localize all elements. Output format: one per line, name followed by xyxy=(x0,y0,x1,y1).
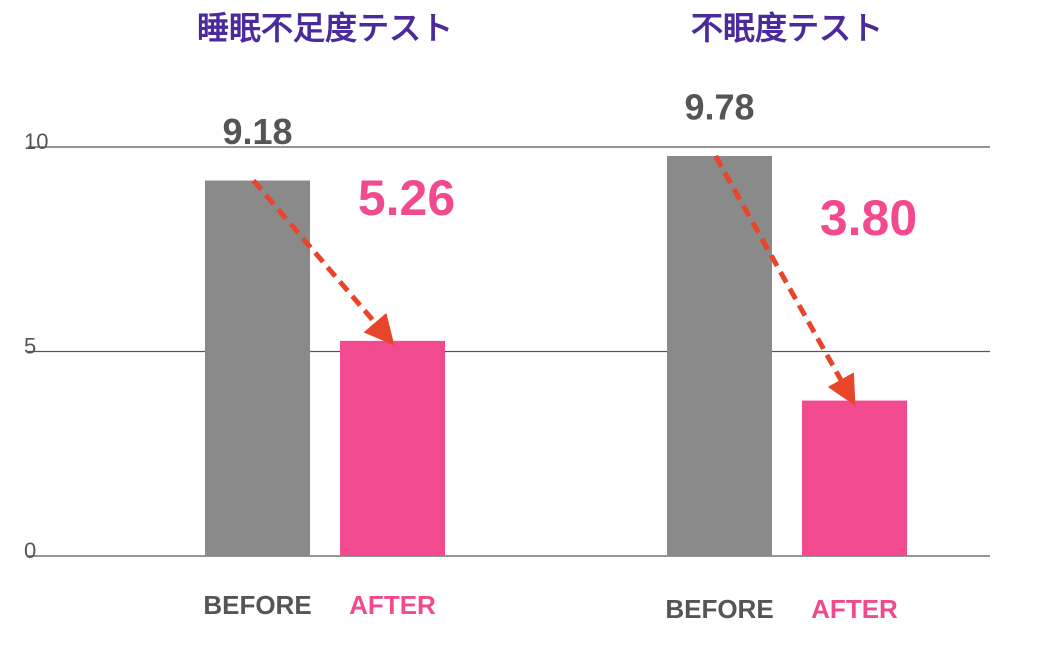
y-tick-label: 0 xyxy=(24,538,36,563)
trend-arrow xyxy=(713,154,856,406)
bar xyxy=(667,155,772,557)
value-label: 9.78 xyxy=(684,87,754,128)
series-label: AFTER xyxy=(811,594,898,624)
series-label: BEFORE xyxy=(665,594,773,624)
value-label: 3.80 xyxy=(820,190,917,246)
value-label: 9.18 xyxy=(222,111,292,152)
bar xyxy=(205,180,310,556)
series-label: AFTER xyxy=(349,590,436,620)
y-tick-label: 5 xyxy=(24,333,36,358)
y-tick-label: 10 xyxy=(24,129,48,154)
value-label: 5.26 xyxy=(358,170,455,226)
series-label: BEFORE xyxy=(203,590,311,620)
trend-arrow xyxy=(251,178,395,346)
bar xyxy=(802,400,907,556)
group-title: 睡眠不足度テスト xyxy=(197,9,453,47)
group-title: 不眠度テスト xyxy=(691,9,883,47)
bar xyxy=(340,340,445,556)
